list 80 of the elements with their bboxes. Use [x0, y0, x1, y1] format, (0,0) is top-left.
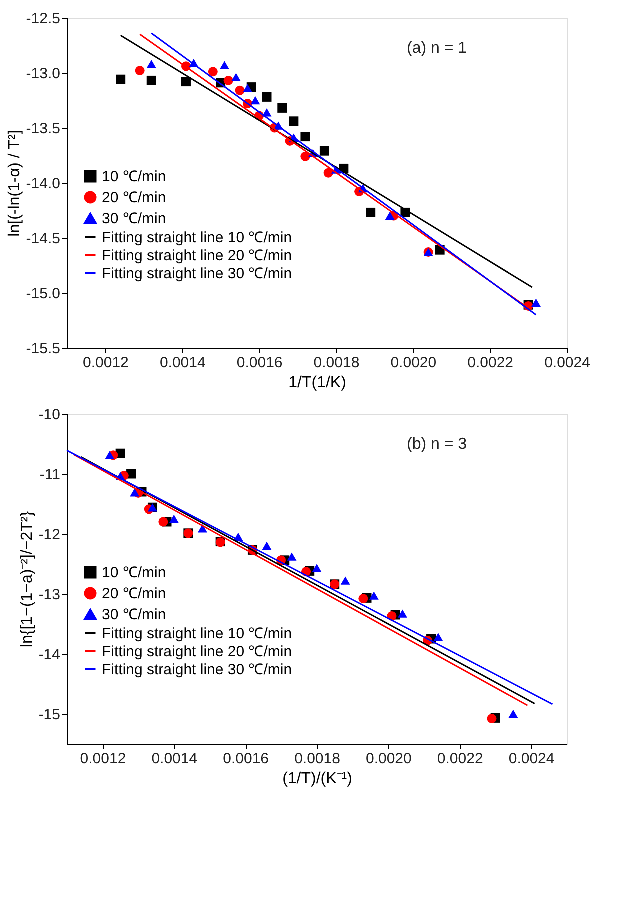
x-tick-label: 0.0020 [390, 354, 437, 372]
point [250, 96, 260, 105]
point [320, 146, 330, 156]
point [235, 86, 245, 96]
y-tick-label: -14 [38, 646, 60, 664]
y-axis-title: ln{[1−(1−a)⁻²]/−2T²} [18, 510, 36, 648]
legend-label: Fitting straight line 30 ℃/min [102, 662, 292, 678]
legend-label: Fitting straight line 10 ℃/min [102, 230, 292, 246]
point [289, 116, 299, 126]
point [508, 710, 518, 718]
point [287, 552, 297, 561]
point [220, 61, 230, 70]
point [105, 451, 115, 460]
point [340, 576, 350, 585]
x-tick-label: 0.0016 [223, 750, 270, 768]
x-tick-label: 0.0014 [160, 354, 206, 372]
x-tick-label: 0.0016 [236, 354, 283, 372]
y-axis-title: ln[(-ln(1-α) / T²] [6, 130, 24, 237]
point [434, 633, 444, 642]
x-tick-label: 0.0012 [83, 354, 129, 372]
point [169, 514, 179, 524]
legend-label: Fitting straight line 30 ℃/min [102, 266, 292, 282]
point [146, 76, 156, 86]
y-tick-label: -15.5 [26, 340, 60, 358]
point [224, 76, 234, 86]
legend-label: Fitting straight line 20 ℃/min [102, 644, 292, 660]
x-axis-title: (1/T)/(K⁻¹) [282, 770, 352, 788]
y-tick-label: -12 [38, 526, 60, 544]
point [531, 298, 541, 308]
point [369, 592, 379, 600]
point [398, 610, 408, 618]
annotation: (b) n = 3 [406, 436, 468, 453]
point [208, 67, 218, 77]
legend-label: 20 ℃/min [102, 586, 166, 602]
x-tick-label: 0.0014 [152, 750, 198, 768]
point [262, 542, 272, 550]
x-tick-label: 0.0024 [544, 354, 590, 372]
y-tick-label: -12.5 [26, 10, 60, 28]
annotation: (a) n = 1 [406, 40, 468, 57]
legend-label: 30 ℃/min [102, 210, 166, 228]
y-tick-label: -13.0 [26, 66, 60, 82]
legend-label: 30 ℃/min [102, 606, 166, 624]
y-tick-label: -15.0 [26, 286, 60, 302]
legend-label: 20 ℃/min [102, 190, 166, 206]
y-tick-label: -10 [38, 406, 60, 424]
point [262, 92, 272, 102]
y-tick-label: -13 [38, 586, 60, 604]
x-tick-label: 0.0012 [80, 750, 126, 768]
x-tick-label: 0.0022 [468, 354, 514, 372]
point [146, 60, 156, 68]
x-tick-label: 0.0024 [508, 750, 555, 768]
point [135, 66, 145, 76]
legend-label: 10 ℃/min [102, 168, 166, 186]
x-tick-label: 0.0022 [437, 750, 484, 768]
point [324, 168, 334, 178]
point [385, 212, 395, 220]
y-tick-label: -11 [40, 466, 60, 484]
y-tick-label: -15 [38, 706, 60, 724]
point [300, 132, 310, 142]
x-axis-title: 1/T(1/K) [288, 374, 346, 392]
x-tick-label: 0.0018 [314, 354, 360, 372]
x-tick-label: 0.0020 [366, 750, 412, 768]
y-tick-label: -13.5 [26, 120, 60, 138]
point [312, 564, 322, 572]
legend-label: Fitting straight line 20 ℃/min [102, 248, 292, 264]
point [278, 103, 288, 113]
point [366, 208, 376, 218]
legend-label: 10 ℃/min [102, 564, 166, 582]
y-tick-label: -14.0 [26, 176, 60, 192]
point [231, 73, 241, 82]
point [243, 84, 253, 93]
y-tick-label: -14.5 [26, 230, 60, 248]
point [130, 488, 140, 497]
point [181, 77, 191, 87]
point [116, 74, 126, 84]
point [487, 714, 497, 724]
x-tick-label: 0.0018 [294, 750, 340, 768]
point [358, 594, 368, 604]
point [158, 517, 168, 527]
legend-label: Fitting straight line 10 ℃/min [102, 626, 292, 642]
